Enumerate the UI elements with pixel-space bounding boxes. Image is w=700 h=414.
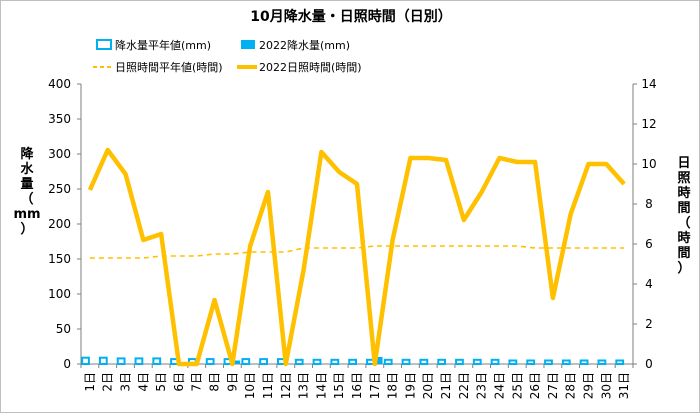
right-tick-label: 4 [645, 277, 653, 291]
right-tick-label: 0 [645, 357, 653, 371]
left-axis-title-char: mm [13, 207, 40, 222]
line-normal-sunshine [90, 246, 624, 258]
bar-normal-precip [527, 361, 534, 365]
x-tick-label: 25日 [510, 372, 524, 399]
legend-label: 2022日照時間(時間) [259, 61, 362, 74]
x-tick-label: 20日 [421, 372, 435, 399]
x-tick-label: 11日 [261, 372, 275, 399]
bar-normal-precip [403, 360, 410, 364]
bar-normal-precip [314, 360, 321, 364]
right-tick-label: 8 [645, 197, 653, 211]
left-axis-title-char: 水 [20, 161, 34, 177]
x-tick-label: 13日 [297, 372, 311, 399]
left-axis-title-char: 降 [20, 146, 34, 162]
left-tick-label: 0 [63, 357, 71, 371]
bar-normal-precip [82, 358, 89, 364]
bar-normal-precip [118, 358, 125, 364]
bar-normal-precip [385, 360, 392, 364]
right-tick-label: 12 [641, 117, 656, 131]
x-tick-label: 28日 [564, 372, 578, 399]
right-tick-label: 14 [641, 77, 656, 91]
bar-normal-precip [492, 360, 499, 364]
right-axis-title-char: 時 [677, 230, 690, 246]
bar-normal-precip [260, 359, 267, 364]
bar-normal-precip [207, 359, 214, 364]
x-tick-label: 5日 [154, 372, 168, 392]
x-tick-label: 30日 [599, 372, 613, 399]
bar-normal-precip [545, 361, 552, 365]
bar-normal-precip [563, 361, 570, 365]
right-axis-title-char: 日 [677, 156, 690, 171]
x-tick-label: 18日 [386, 372, 400, 399]
left-tick-label: 350 [48, 112, 71, 126]
bar-normal-precip [331, 360, 338, 364]
bar-normal-precip [456, 360, 463, 364]
bar-normal-precip [296, 360, 303, 364]
x-tick-label: 24日 [492, 372, 506, 399]
bar-normal-precip [474, 360, 481, 364]
x-tick-label: 17日 [368, 372, 382, 399]
right-axis-title-char: 時 [677, 185, 690, 201]
bar-normal-precip [136, 358, 143, 364]
x-tick-label: 22日 [457, 372, 471, 399]
line-2022-sunshine [90, 150, 624, 364]
legend-label: 2022降水量(mm) [259, 38, 350, 52]
right-tick-label: 2 [645, 317, 653, 331]
bar-normal-precip [349, 360, 356, 364]
right-tick-label: 10 [641, 157, 656, 171]
right-axis-title-char: ） [677, 260, 690, 276]
x-tick-label: 3日 [119, 372, 133, 392]
legend-label: 日照時間平年値(時間) [115, 60, 223, 74]
right-axis-title-char: 照 [677, 171, 690, 186]
x-tick-label: 6日 [172, 372, 186, 392]
left-tick-label: 250 [48, 182, 71, 196]
left-axis-title-char: ） [20, 221, 33, 237]
bar-normal-precip [420, 360, 427, 364]
left-tick-label: 50 [56, 322, 71, 336]
bar-normal-precip [509, 361, 516, 365]
x-tick-label: 8日 [208, 372, 222, 392]
x-tick-label: 12日 [279, 372, 293, 399]
right-axis-title-char: （ [677, 215, 690, 231]
bar-normal-precip [599, 361, 606, 365]
bar-normal-precip [153, 358, 160, 364]
legend-swatch-2022-precip [241, 40, 255, 49]
x-tick-label: 31日 [617, 372, 631, 399]
bar-normal-precip [100, 358, 107, 364]
bar-normal-precip [242, 359, 249, 364]
x-tick-label: 7日 [190, 372, 204, 392]
x-tick-label: 9日 [225, 372, 239, 392]
x-tick-label: 26日 [528, 372, 542, 399]
x-tick-label: 23日 [475, 372, 489, 399]
x-tick-label: 21日 [439, 372, 453, 399]
bar-normal-precip [438, 360, 445, 364]
bar-normal-precip [581, 361, 588, 365]
bar-normal-precip [616, 361, 623, 365]
x-tick-label: 4日 [136, 372, 150, 392]
x-tick-label: 1日 [83, 372, 97, 392]
x-tick-label: 15日 [332, 372, 346, 399]
right-axis-title-char: 間 [677, 201, 690, 216]
legend-swatch-normal-precip [97, 40, 111, 49]
x-tick-label: 14日 [314, 372, 328, 399]
x-tick-label: 19日 [403, 372, 417, 399]
left-tick-label: 200 [48, 217, 71, 231]
x-tick-label: 27日 [546, 372, 560, 399]
right-tick-label: 6 [645, 237, 653, 251]
x-tick-label: 29日 [581, 372, 595, 399]
left-tick-label: 400 [48, 77, 71, 91]
left-tick-label: 100 [48, 287, 71, 301]
left-axis-title-char: （ [20, 191, 33, 207]
x-tick-label: 16日 [350, 372, 364, 399]
legend-label: 降水量平年値(mm) [115, 38, 211, 52]
left-tick-label: 300 [48, 147, 71, 161]
left-axis-title-char: 量 [20, 177, 33, 192]
x-tick-label: 10日 [243, 372, 257, 399]
chart-title: 10月降水量・日照時間（日別） [250, 8, 451, 25]
right-axis-title-char: 間 [677, 246, 690, 261]
left-tick-label: 150 [48, 252, 71, 266]
x-tick-label: 2日 [101, 372, 115, 392]
